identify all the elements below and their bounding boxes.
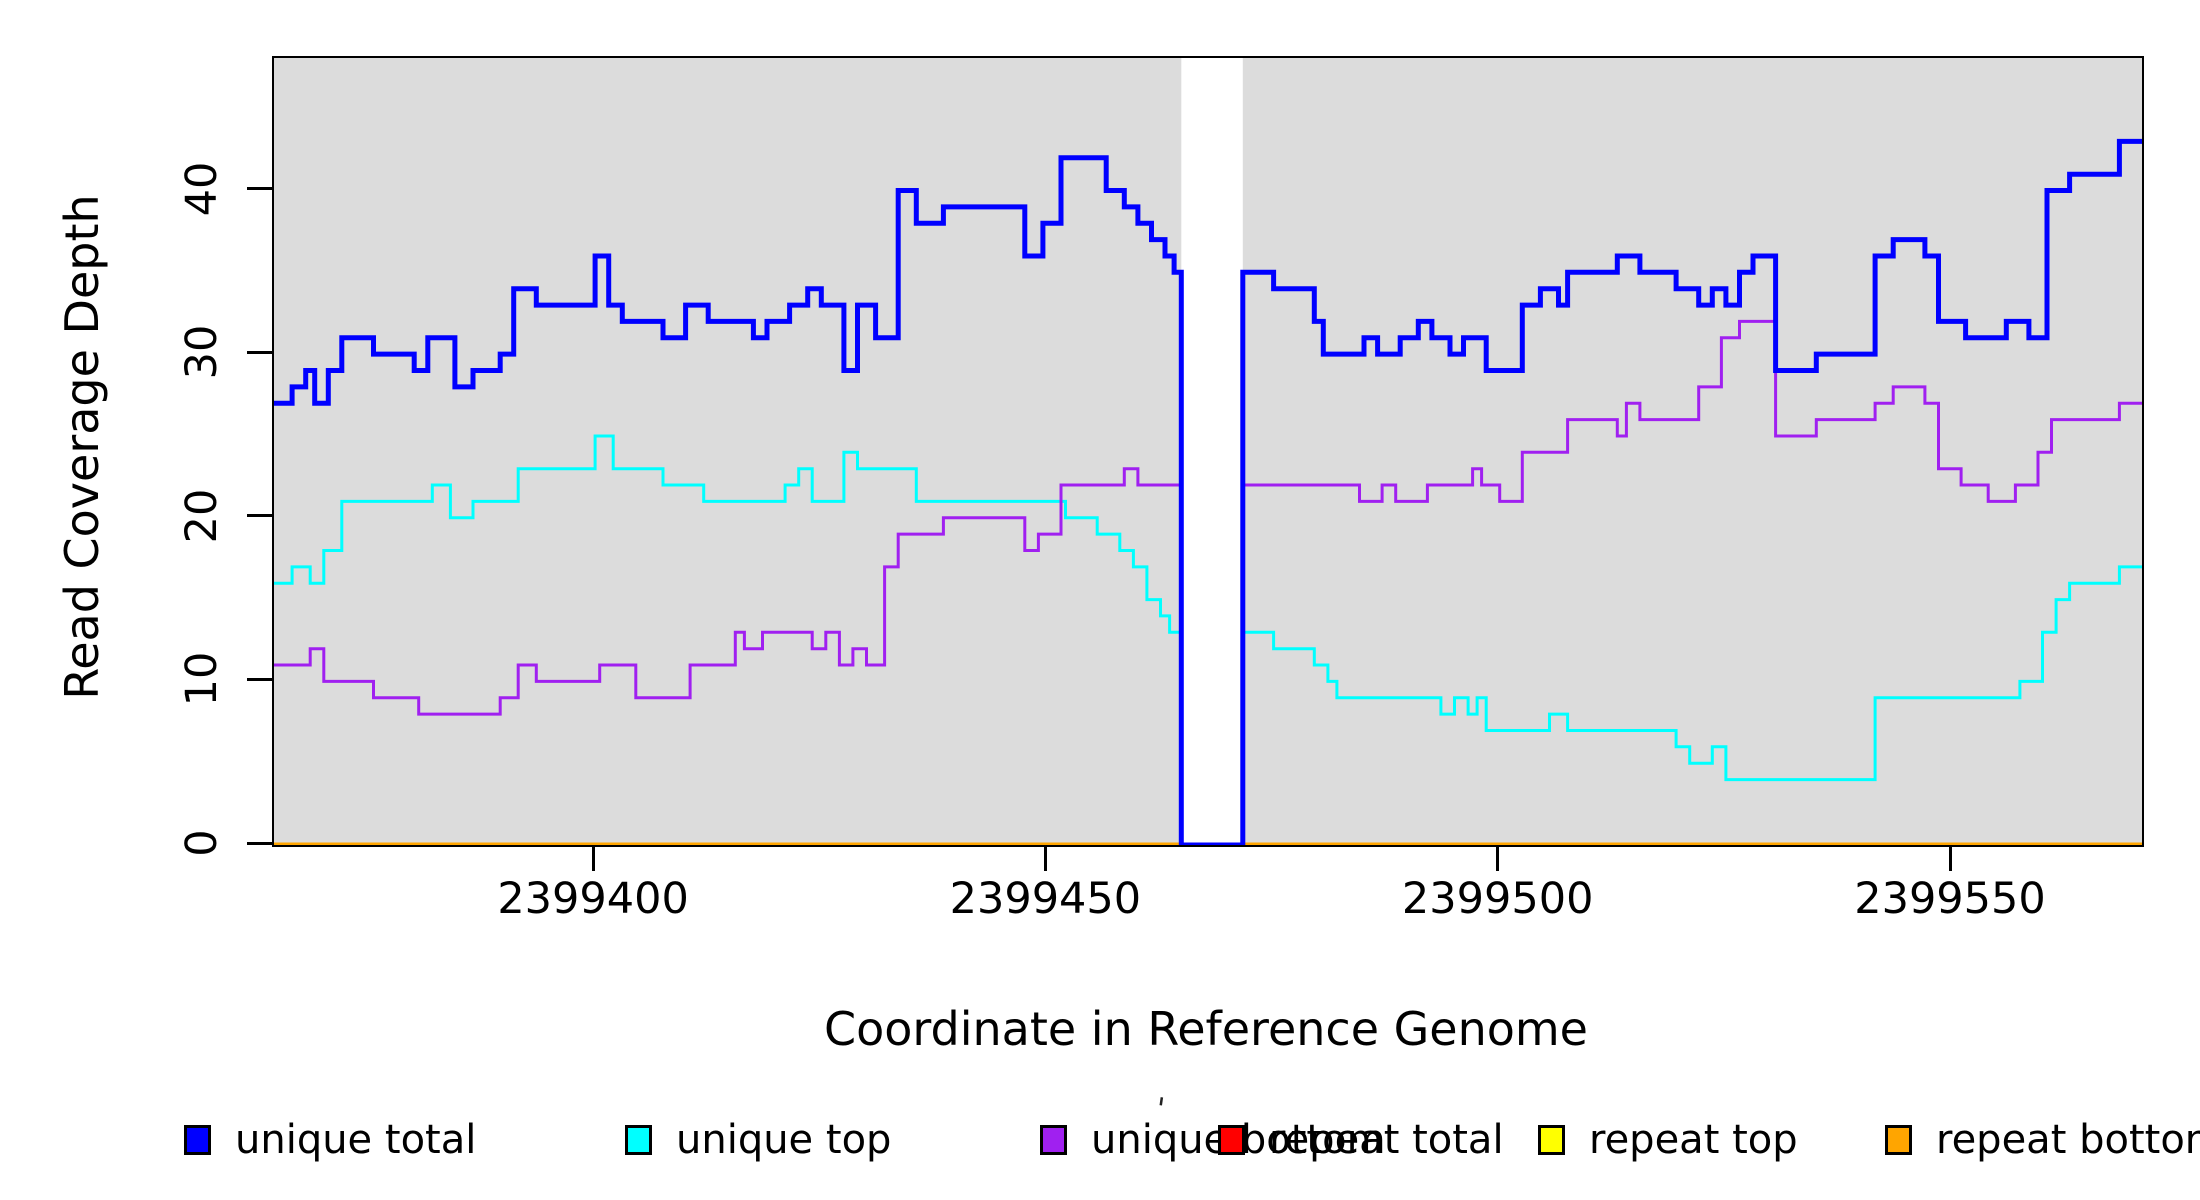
legend-label: unique total (235, 1117, 477, 1163)
legend-label: unique top (676, 1117, 892, 1163)
legend-label: repeat total (1269, 1117, 1504, 1163)
legend-swatch-repeat-bottom (1885, 1125, 1912, 1155)
legend: unique total unique top unique bottom repea… (0, 1114, 2200, 1166)
x-tick-mark (1043, 845, 1047, 871)
y-tick-label: 30 (177, 324, 227, 380)
alignment-gap-band (1181, 58, 1243, 845)
y-tick-mark (247, 514, 272, 518)
legend-label: repeat bottom (1936, 1117, 2200, 1163)
legend-label: repeat top (1589, 1117, 1798, 1163)
y-tick-label: 40 (177, 161, 227, 216)
legend-item-repeat-bottom: repeat bottom (1885, 1114, 2200, 1166)
legend-swatch-repeat-total (1218, 1125, 1245, 1155)
coverage-plot-canvas (274, 58, 2142, 845)
plot-area (272, 56, 2144, 847)
y-tick-mark (247, 187, 272, 190)
legend-item-unique-total: unique total (184, 1114, 476, 1166)
legend-swatch-unique-total (184, 1125, 211, 1155)
y-axis-title: Read Coverage Depth (55, 194, 109, 700)
x-tick-label: 2399400 (497, 874, 689, 924)
y-tick-mark (247, 677, 272, 681)
series-line-unique-top (274, 434, 2142, 845)
legend-swatch-repeat-top (1538, 1125, 1565, 1155)
y-tick-label: 10 (177, 652, 227, 707)
legend-swatch-unique-bottom (1040, 1125, 1067, 1155)
legend-item-unique-top: unique top (625, 1114, 891, 1166)
legend-item-repeat-total: repeat total (1218, 1114, 1504, 1166)
x-tick-label: 2399500 (1401, 874, 1594, 924)
y-tick-mark (247, 841, 272, 845)
x-tick-mark (1948, 845, 1952, 871)
x-tick-mark (591, 845, 595, 871)
y-tick-mark (247, 350, 272, 354)
x-tick-label: 2399450 (949, 874, 1142, 924)
x-axis-title: Coordinate in Reference Genome (824, 1002, 1588, 1056)
y-tick-label: 20 (177, 488, 227, 544)
series-lines (274, 138, 2142, 845)
legend-item-repeat-top: repeat top (1538, 1114, 1798, 1166)
x-tick-label: 2399550 (1854, 874, 2046, 924)
x-tick-mark (1496, 845, 1500, 871)
legend-swatch-unique-top (625, 1125, 652, 1155)
series-line-unique-total (274, 138, 2142, 845)
y-tick-label: 0 (177, 829, 227, 857)
